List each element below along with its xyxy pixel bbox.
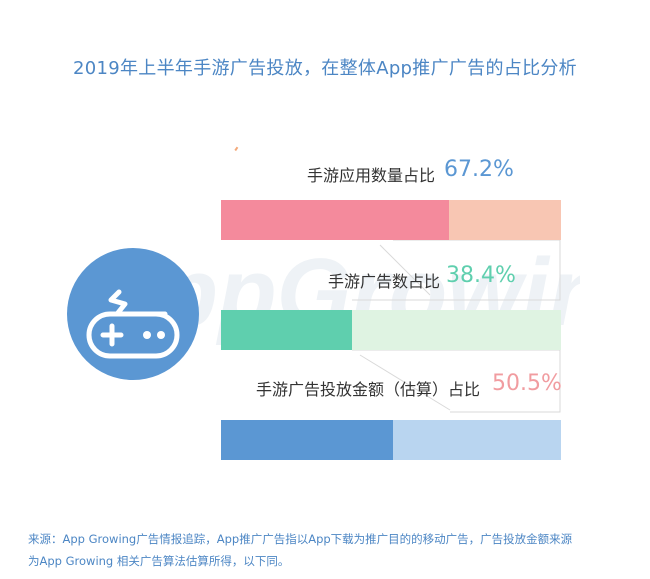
category-label: 手游广告投放金额（估算）占比 xyxy=(255,380,480,399)
category-label: 手游广告数占比 xyxy=(327,272,440,291)
gamepad-icon-circle xyxy=(67,248,199,380)
source-line-2: 为App Growing 相关广告算法估算所得，以下同。 xyxy=(28,554,290,568)
bar-value xyxy=(221,420,393,460)
gamepad-icon xyxy=(86,289,180,359)
value-label: 38.4% xyxy=(446,263,516,288)
source-note: 来源：App Growing广告情报追踪，App推广广告指以App下载为推广目的… xyxy=(28,528,628,572)
bar-value xyxy=(221,200,449,240)
decorative-tick xyxy=(234,146,242,154)
source-line-1: 来源：App Growing广告情报追踪，App推广广告指以App下载为推广目的… xyxy=(28,532,573,546)
value-label: 67.2% xyxy=(444,157,514,182)
value-label: 50.5% xyxy=(492,371,562,396)
category-label: 手游应用数量占比 xyxy=(306,166,435,185)
bar-value xyxy=(221,310,352,350)
chart-title: 2019年上半年手游广告投放，在整体App推广广告的占比分析 xyxy=(73,58,577,79)
